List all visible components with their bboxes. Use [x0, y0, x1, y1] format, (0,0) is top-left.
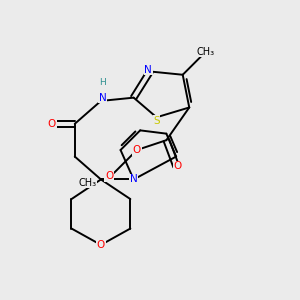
Text: O: O: [133, 145, 141, 155]
Text: N: N: [145, 65, 152, 75]
Text: N: N: [99, 93, 106, 103]
Text: N: N: [130, 174, 137, 184]
Text: O: O: [48, 119, 56, 129]
Text: O: O: [174, 161, 182, 171]
Text: S: S: [153, 116, 160, 126]
Text: CH₃: CH₃: [79, 178, 97, 188]
Text: H: H: [99, 78, 106, 87]
Text: O: O: [97, 240, 105, 250]
Text: CH₃: CH₃: [196, 47, 215, 57]
Text: O: O: [105, 171, 113, 181]
